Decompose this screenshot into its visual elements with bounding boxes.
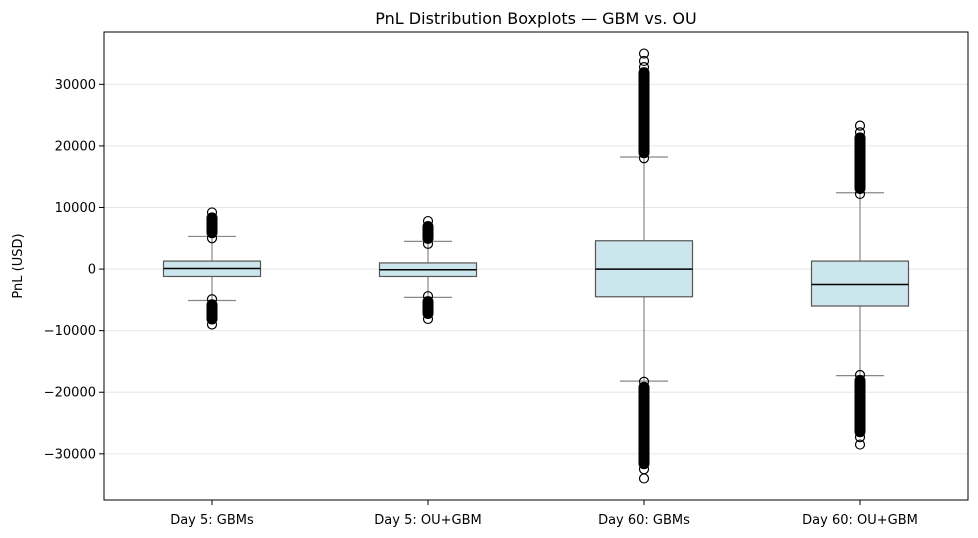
outlier-band-upper [638,67,650,159]
outlier-point [638,376,650,387]
box-group [378,215,478,325]
outlier-point [854,369,866,381]
x-tick-label: Day 60: OU+GBM [802,513,918,528]
chart-title: PnL Distribution Boxplots — GBM vs. OU [375,9,696,28]
y-tick-label: −20000 [44,386,96,401]
y-tick-label: −30000 [44,447,96,462]
outlier-point [854,127,866,138]
x-tick-label: Day 5: GBMs [170,513,254,528]
outlier-point [206,319,218,330]
outlier-point [422,238,434,249]
outlier-point [854,188,866,200]
plot-frame [103,31,969,501]
outlier-point [422,313,434,325]
y-axis: −30000 −20000 −10000 0 10000 20000 30000 [44,78,104,462]
x-tick-label: Day 5: OU+GBM [374,513,481,528]
outlier-band-lower [854,374,866,438]
outlier-point [638,61,650,73]
box-group [162,207,262,330]
outlier-band-upper [206,212,218,239]
y-tick-label: 30000 [55,78,96,93]
outlier-point [638,457,650,469]
outlier-point [638,464,650,475]
outlier-band-lower [206,299,218,325]
outlier-point [854,120,866,131]
y-tick-label: 20000 [55,139,96,154]
outlier-point [206,233,218,244]
outlier-point [422,291,434,302]
outlier-band-upper [422,221,434,244]
outlier-band-lower [422,296,434,319]
outlier-point [638,48,650,59]
outlier-point [206,294,218,305]
y-axis-label: PnL (USD) [11,233,26,298]
outlier-band-upper [854,132,866,194]
outlier-point [422,215,434,227]
box [810,260,910,307]
outlier-band-lower [638,381,650,470]
x-tick-label: Day 60: GBMs [598,513,690,528]
y-tick-label: 0 [88,263,96,278]
box-layer [162,48,910,484]
box-group [810,120,910,450]
y-tick-label: −10000 [44,324,96,339]
x-axis: Day 5: GBMs Day 5: OU+GBM Day 60: GBMs Day … [170,500,918,528]
outlier-point [638,55,650,67]
y-tick-label: 10000 [55,201,96,216]
outlier-point [854,432,866,443]
outlier-point [638,473,650,484]
outlier-point [638,153,650,164]
outlier-point [206,207,218,218]
box-group [594,48,694,484]
outlier-point [854,439,866,450]
